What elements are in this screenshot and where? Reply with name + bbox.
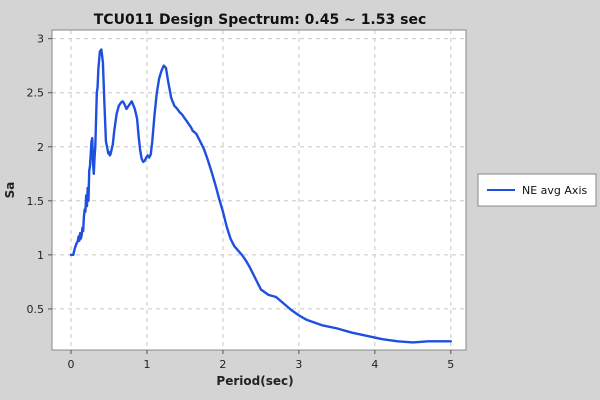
x-tick-label: 0 (67, 358, 74, 371)
y-tick-label: 0.5 (27, 303, 45, 316)
y-tick-label: 1 (37, 249, 44, 262)
plot-area (52, 30, 466, 350)
plot-border (51, 29, 467, 351)
x-tick-label: 5 (447, 358, 454, 371)
x-axis-title: Period(sec) (216, 374, 293, 388)
y-tick-label: 2.5 (27, 87, 45, 100)
chart-title: TCU011 Design Spectrum: 0.45 ~ 1.53 sec (94, 12, 427, 28)
x-tick-label: 1 (143, 358, 150, 371)
x-tick-label: 4 (371, 358, 378, 371)
y-tick-label: 3 (37, 33, 44, 46)
series-line (69, 48, 453, 344)
y-axis-title: Sa (3, 182, 17, 199)
x-tick-label: 3 (295, 358, 302, 371)
y-tick-label: 2 (37, 141, 44, 154)
y-tick-label: 1.5 (27, 195, 45, 208)
x-tick-label: 2 (219, 358, 226, 371)
grid-layer (52, 30, 466, 350)
series-layer (69, 48, 453, 344)
tick-layer: 0 1 2 3 4 5 0.5 1 1.5 2 2.5 3 (27, 33, 455, 371)
legend: NE avg Axis (477, 173, 597, 207)
legend-label: NE avg Axis (522, 184, 587, 197)
